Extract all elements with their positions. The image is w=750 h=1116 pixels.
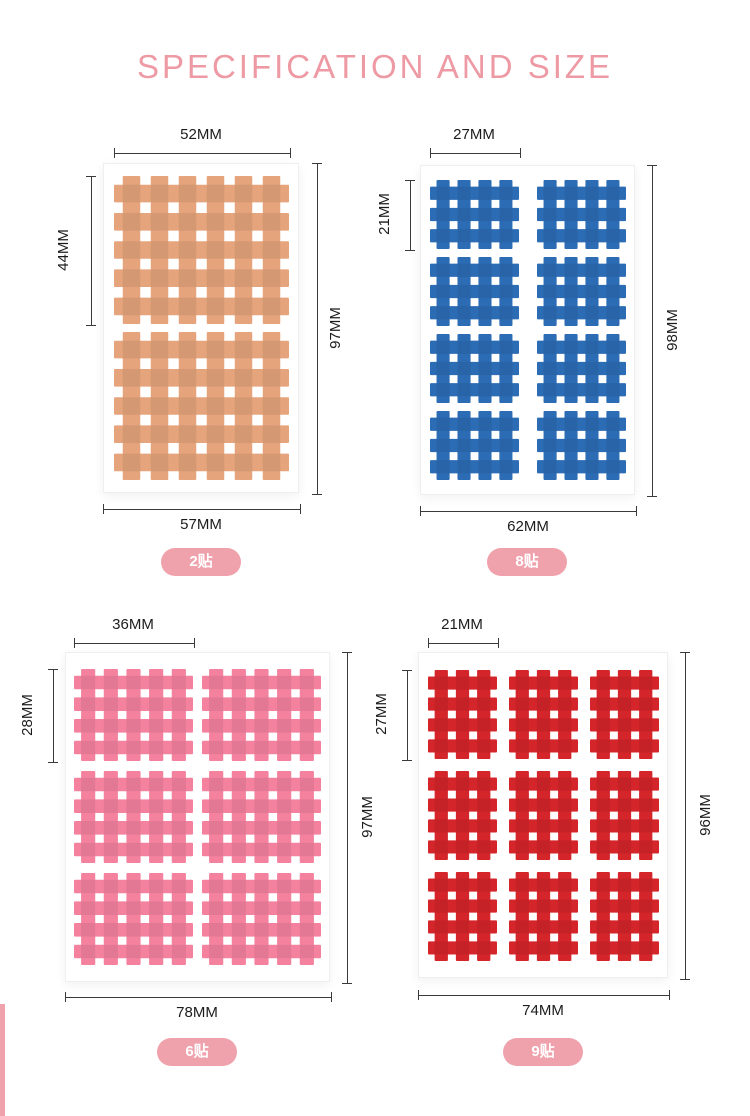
tape-sheet [65,652,330,982]
dimension-label-bottom: 74MM [522,1002,564,1019]
cross-tape-patch [536,411,626,480]
dimension-label-top: 27MM [453,126,495,143]
cross-tape-patch [427,770,497,860]
dimension-line-left [48,669,58,763]
cross-tape-patch [536,180,626,249]
tape-sheet [103,163,299,493]
cross-tape-patch [589,669,659,759]
dimension-label-left: 44MM [55,229,72,271]
cross-tape-patch [536,257,626,326]
cross-tape-patch [589,871,659,961]
cross-tape-patch [508,669,578,759]
cross-tape-patch [508,770,578,860]
cross-tape-patch [429,180,519,249]
decorative-edge-strip [0,1004,5,1116]
dimension-line-left [86,176,96,326]
cross-tape-patch [113,176,289,324]
count-badge: 8贴 [487,548,567,576]
dimension-line-right [312,163,322,495]
count-badge: 2贴 [161,548,241,576]
cross-tape-patch [536,334,626,403]
dimension-line-top [74,638,195,648]
dimension-line-right [647,165,657,497]
cross-tape-patch [427,669,497,759]
cross-tape-patch [202,771,321,863]
panel-flesh-2: 52MM 44MM 97MM 57MM 2贴 [40,110,370,580]
dimension-line-left [405,180,415,251]
dimension-label-left: 28MM [19,694,36,736]
tape-sheet [418,652,668,978]
dimension-label-top: 21MM [441,616,483,633]
dimension-label-top: 52MM [180,126,222,143]
dimension-label-bottom: 78MM [176,1004,218,1021]
cross-tape-patch [508,871,578,961]
dimension-label-right: 96MM [697,794,714,836]
count-badge: 9贴 [503,1038,583,1066]
cross-tape-patch [74,873,193,965]
dimension-line-bottom [65,992,332,1002]
dimension-line-right [342,652,352,984]
dimension-line-bottom [420,506,637,516]
cross-tape-patch [429,334,519,403]
dimension-label-right: 97MM [359,796,376,838]
cross-tape-patch [429,257,519,326]
page-title: SPECIFICATION AND SIZE [136,48,614,86]
cross-tape-patch [113,332,289,480]
tape-sheet [420,165,635,495]
cross-tape-patch [202,669,321,761]
dimension-line-bottom [418,990,670,1000]
cross-tape-patch [427,871,497,961]
dimension-line-right [680,652,690,980]
cross-tape-patch [589,770,659,860]
panel-red-9: 21MM 27MM 96MM 74MM 9贴 [373,600,738,1090]
cross-tape-patch [74,771,193,863]
cross-tape-patch [74,669,193,761]
dimension-label-right: 97MM [327,307,344,349]
cross-tape-patch [429,411,519,480]
dimension-line-top [427,638,499,648]
dimension-line-bottom [103,504,301,514]
cross-tape-patch [202,873,321,965]
dimension-label-bottom: 57MM [180,516,222,533]
dimension-label-top: 36MM [112,616,154,633]
count-badge: 6贴 [157,1038,237,1066]
dimension-line-top [113,148,291,158]
panel-blue-8: 27MM 21MM 98MM 62MM 8贴 [376,110,725,580]
dimension-label-left: 27MM [373,693,390,735]
dimension-line-top [429,148,521,158]
dimension-label-left: 21MM [376,193,393,235]
dimension-line-left [402,669,412,761]
dimension-label-right: 98MM [664,309,681,351]
panel-pink-6: 36MM 28MM 97MM 78MM 6贴 [19,600,380,1090]
dimension-label-bottom: 62MM [507,518,549,535]
